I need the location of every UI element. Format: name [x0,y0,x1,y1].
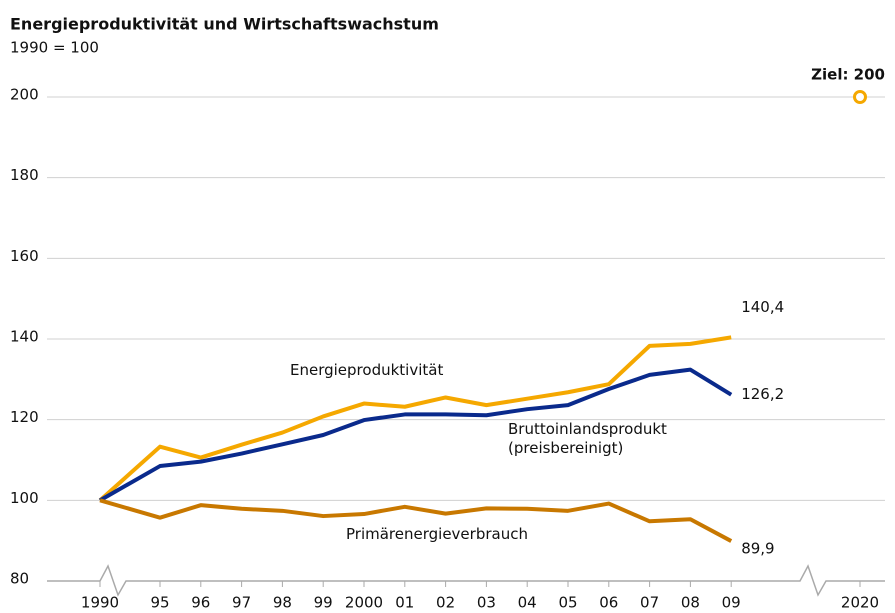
x-tick-label: 97 [232,594,251,612]
chart-title: Energieproduktivität und Wirtschaftswach… [10,15,439,34]
series-label: Energieproduktivität [290,361,444,379]
series-line [98,335,732,502]
x-tick-label: 09 [722,594,741,612]
series-line [99,367,733,503]
x-tick-label: 99 [314,594,333,612]
series-label: Bruttoinlandsprodukt (preisbereinigt) [508,420,667,457]
x-tick-label: 08 [681,594,700,612]
y-tick-label: 200 [10,86,39,104]
target-label: Ziel: 200 [811,66,885,84]
target-marker [853,90,867,104]
end-label: 140,4 [741,298,784,316]
chart-subtitle: 1990 = 100 [10,39,99,57]
x-tick-label: 2000 [345,594,383,612]
x-tick-label: 1990 [81,594,119,612]
y-tick-label: 180 [10,166,39,184]
series-label: Primärenergieverbrauch [346,525,528,543]
x-tick-label: 04 [518,594,537,612]
axis-break [47,559,885,602]
y-tick-label: 120 [10,408,39,426]
y-tick-label: 80 [10,570,29,588]
series-line [99,498,733,543]
x-tick-label: 02 [436,594,455,612]
x-tick-label: 98 [273,594,292,612]
y-tick-label: 160 [10,247,39,265]
x-tick-label: 01 [395,594,414,612]
x-tick-label: 96 [191,594,210,612]
x-tick-label: 2020 [841,594,879,612]
x-tick-label: 06 [599,594,618,612]
x-tick-label: 07 [640,594,659,612]
x-tick-label: 03 [477,594,496,612]
y-tick-label: 100 [10,489,39,507]
end-label: 126,2 [741,385,784,403]
x-tick-label: 05 [558,594,577,612]
y-tick-label: 140 [10,328,39,346]
end-label: 89,9 [741,540,774,558]
x-tick-label: 95 [150,594,169,612]
